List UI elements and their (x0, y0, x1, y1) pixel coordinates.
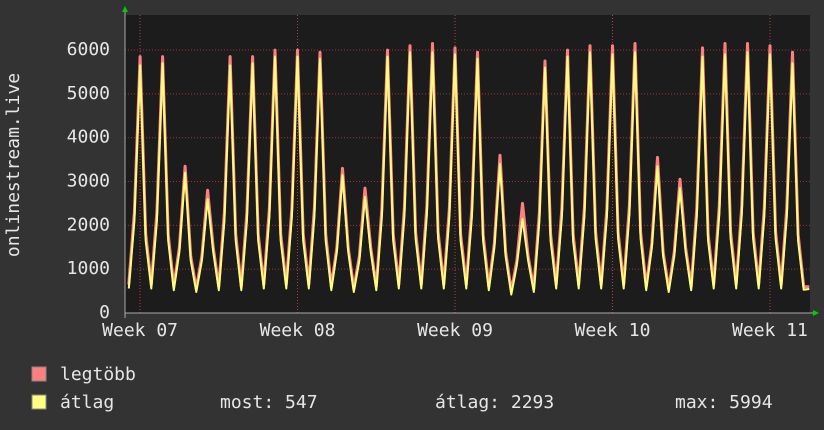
y-tick-label: 4000 (67, 127, 110, 148)
legend-stat: max: 5994 (675, 392, 773, 413)
y-axis-label: onlinestream.live (3, 73, 24, 257)
x-tick-label: Week 09 (417, 320, 493, 341)
x-tick-label: Week 11 (732, 320, 808, 341)
series-line (127, 51, 810, 296)
x-tick-label: Week 08 (260, 320, 336, 341)
y-tick-label: 5000 (67, 83, 110, 104)
marks (127, 42, 810, 296)
legend-label: legtöbb (60, 364, 136, 385)
y-tick-label: 3000 (67, 171, 110, 192)
legend-stat: most: 547 (220, 392, 318, 413)
legend-label: átlag (60, 392, 114, 413)
legend-swatch (31, 394, 47, 410)
legend-swatch (31, 366, 47, 382)
legend: legtöbb átlag most: 547 átlag: 2293 max: 599… (31, 364, 773, 413)
x-arrow (813, 310, 819, 316)
y-arrow (122, 6, 128, 12)
x-tick-label: Week 07 (102, 320, 178, 341)
legend-stat: átlag: 2293 (435, 392, 554, 413)
y-tick-label: 0 (99, 302, 110, 323)
y-tick-label: 2000 (67, 214, 110, 235)
y-tick-label: 1000 (67, 258, 110, 279)
x-tick-label: Week 10 (575, 320, 651, 341)
y-tick-label: 6000 (67, 39, 110, 60)
